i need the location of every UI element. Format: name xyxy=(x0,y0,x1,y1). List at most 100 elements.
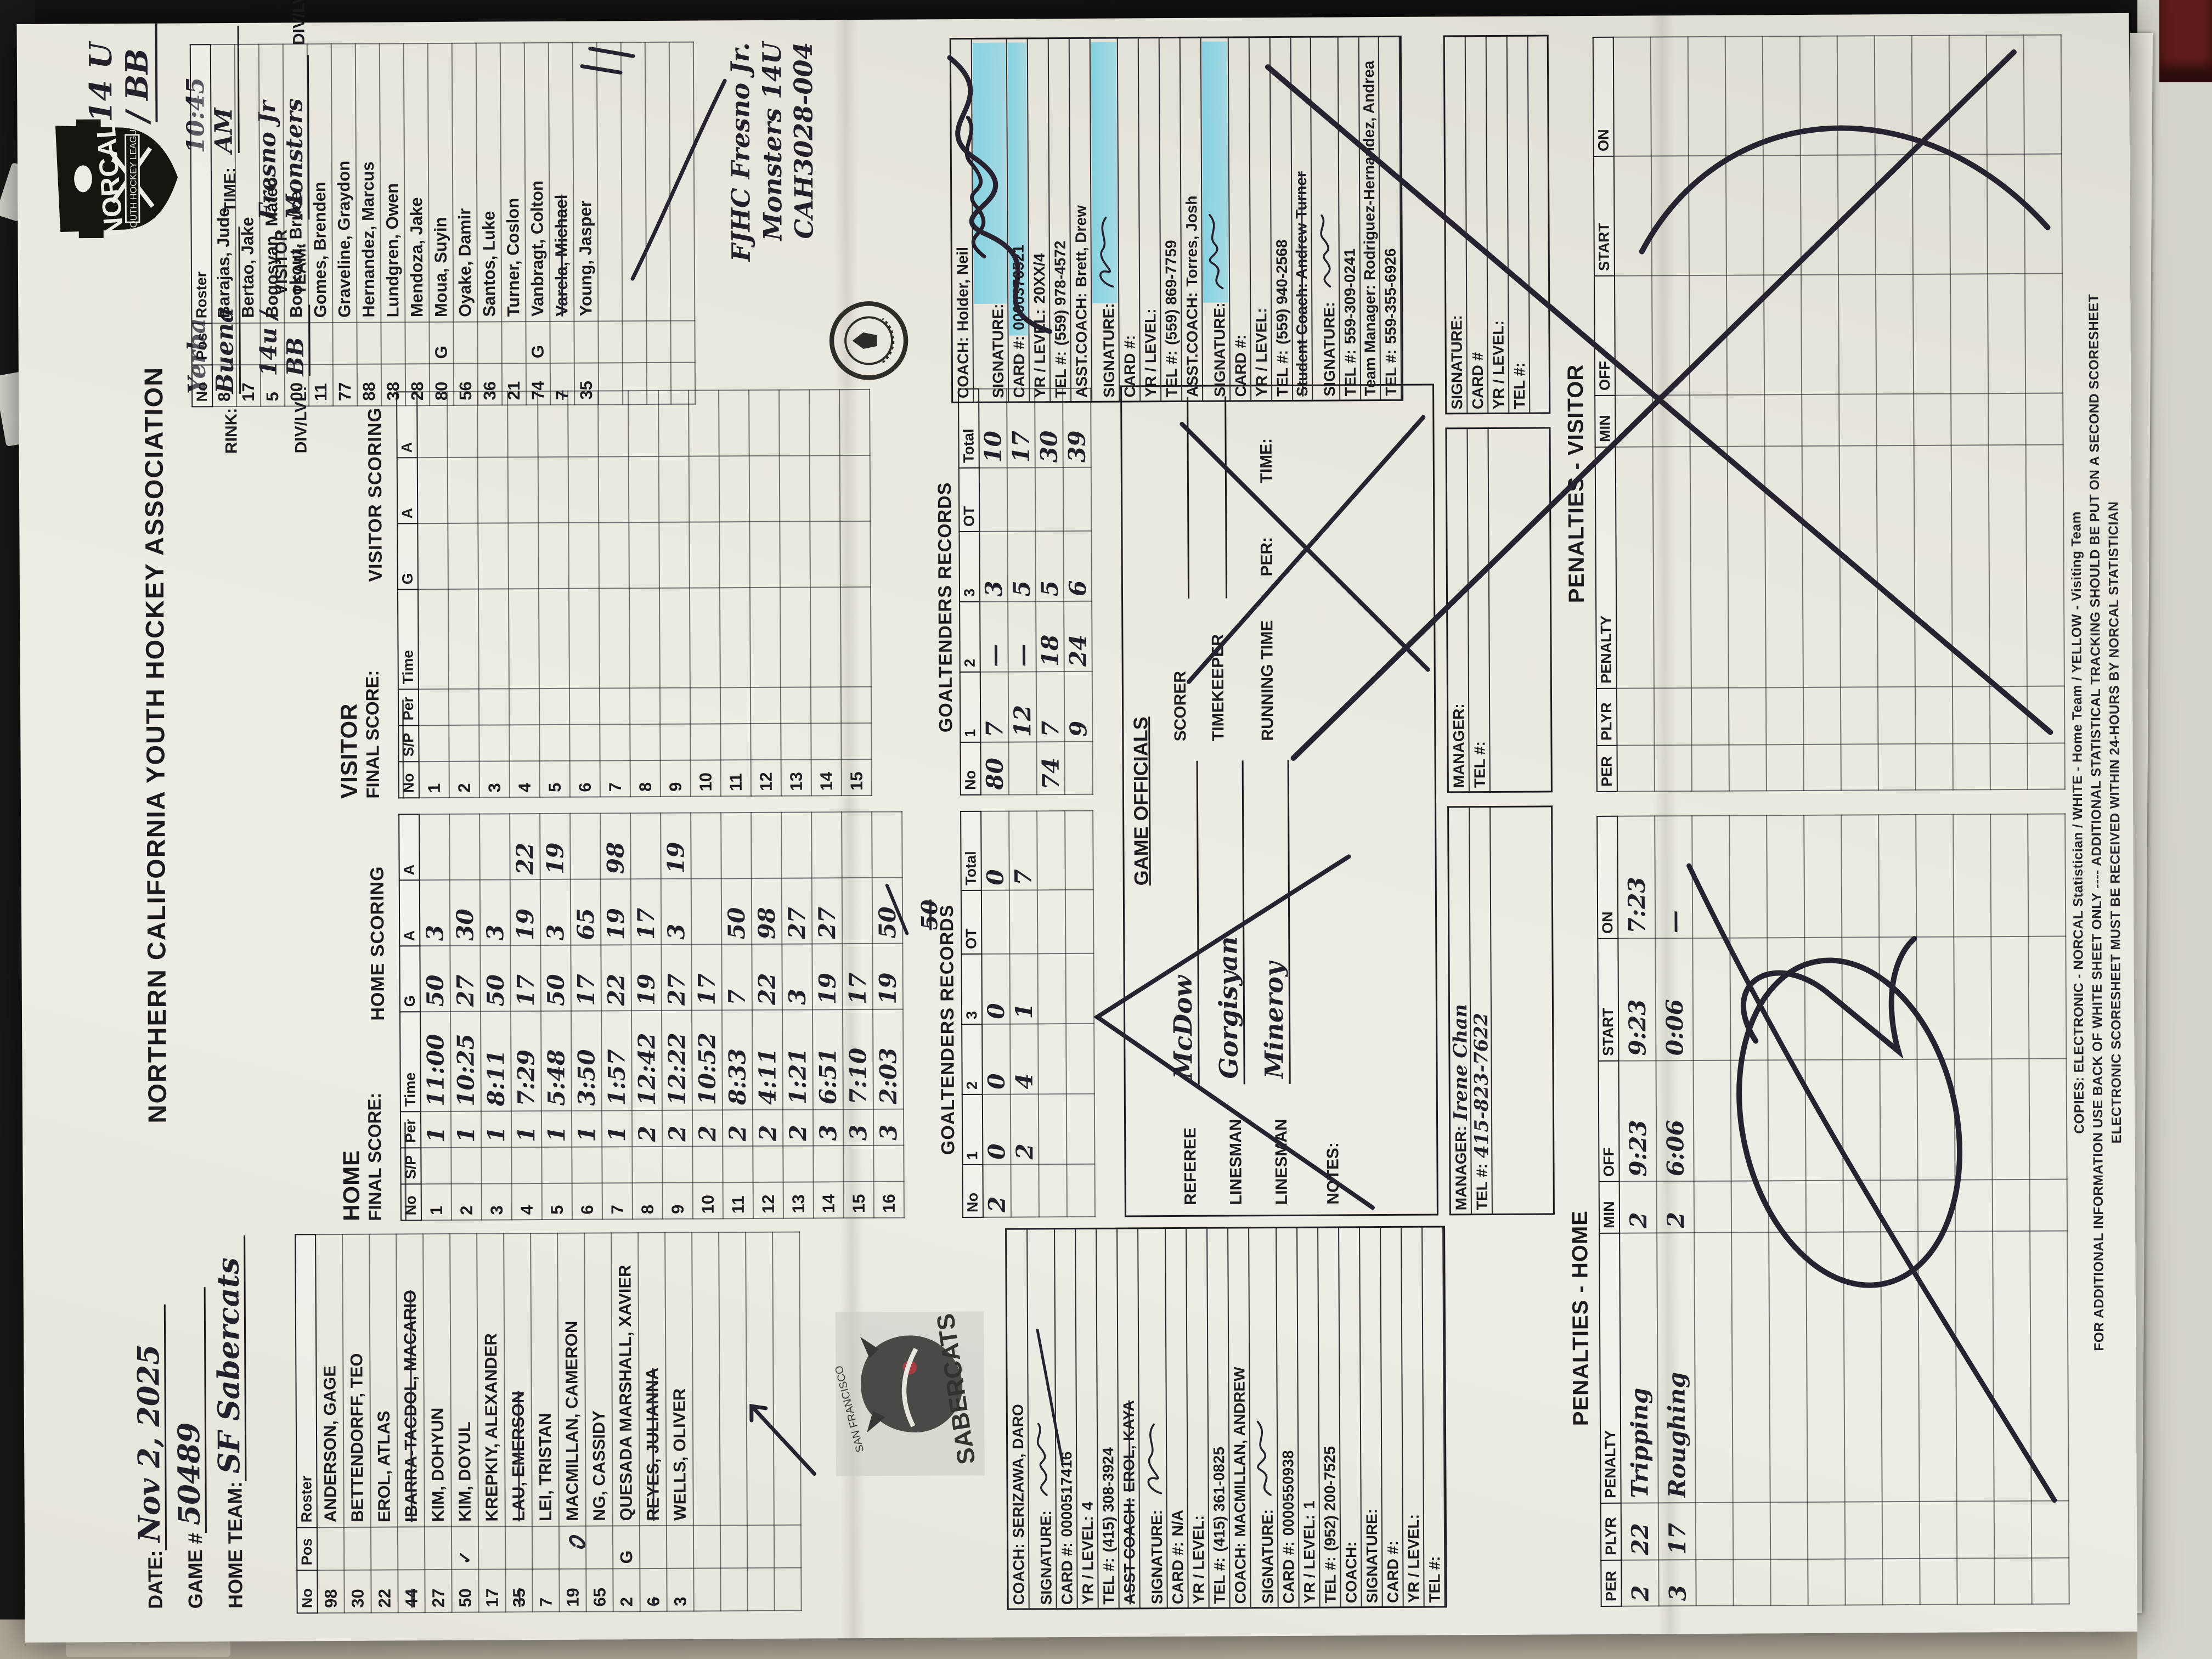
linesman-signature-2: Mineroy xyxy=(1257,760,1291,1085)
cell: 22 xyxy=(601,945,631,1011)
cell: 15 xyxy=(843,1181,874,1218)
field-row: Team Manager: Rodriguez-Hernandez, Andre… xyxy=(1359,37,1381,400)
column-header: OFF xyxy=(1598,1060,1620,1182)
cell xyxy=(1728,687,1767,745)
field-text: Brett, Drew xyxy=(1072,205,1090,287)
cell xyxy=(1692,938,1731,1061)
cell xyxy=(783,1146,814,1182)
header-row: No Pos Roster xyxy=(295,1234,318,1613)
cell: Bertao, Jake xyxy=(234,44,261,323)
field-row: TEL #: 559-309-0241 xyxy=(1338,37,1362,400)
cell: 3 xyxy=(479,879,511,946)
cell: 3 xyxy=(843,1109,874,1146)
header-row: No S/P Per Time G A A xyxy=(397,392,419,798)
column-header: START xyxy=(1593,156,1615,276)
cell xyxy=(873,1145,904,1182)
referee-row: REFEREE McDow xyxy=(1166,761,1200,1205)
field-text: 0000376521 xyxy=(1009,245,1028,331)
field-value xyxy=(1201,41,1229,303)
cell xyxy=(419,814,450,881)
cell: 17 xyxy=(691,944,722,1011)
cell xyxy=(749,521,780,588)
cell: 1:21 xyxy=(782,1009,813,1110)
field-text: 559-355-6926 xyxy=(1381,248,1400,344)
cell xyxy=(532,1526,560,1570)
cell: 5 xyxy=(539,760,570,798)
cell xyxy=(599,522,629,589)
cell: 50 xyxy=(721,878,752,945)
cell xyxy=(1875,154,1913,275)
cell xyxy=(357,322,381,364)
field-row: YR / LEVEL: xyxy=(1486,36,1510,413)
cell xyxy=(1770,1502,1808,1560)
cell: 44 xyxy=(398,1570,425,1613)
table-row xyxy=(1841,815,1883,1605)
field-row: TEL #: xyxy=(1468,429,1491,792)
cell xyxy=(1725,36,1763,156)
table-row xyxy=(1837,36,1878,791)
cell: Bogosyan, Mateo xyxy=(258,44,285,323)
cell xyxy=(1726,275,1765,395)
table-row xyxy=(596,42,623,405)
field-text: Torres, Josh xyxy=(1183,195,1201,287)
table-row: 9 2 12:22 27 3 19 xyxy=(661,812,693,1219)
cell xyxy=(1880,1180,1918,1232)
cell xyxy=(1802,445,1841,688)
cell xyxy=(1763,275,1802,395)
table: No Pos Roster 8 Barajas, Jude 17 Bertao, Jake 5… xyxy=(190,42,696,408)
field-row: YR / LEVEL: 4 xyxy=(1076,1229,1099,1608)
field-row: SIGNATURE: xyxy=(1444,37,1468,413)
cell xyxy=(842,811,872,878)
cell: 0 xyxy=(981,811,1009,890)
cell xyxy=(541,1147,572,1184)
cell: 3 xyxy=(782,944,812,1010)
cell: QUESADA MARSHALL, XAVIER xyxy=(611,1233,640,1526)
field-label: TEL #: xyxy=(1473,1163,1491,1211)
cell xyxy=(1955,1231,1994,1502)
cell xyxy=(719,522,750,588)
cell xyxy=(478,689,510,725)
cell xyxy=(1731,1232,1770,1503)
table-row: 13 xyxy=(779,390,811,796)
home-final-score-block: HOME FINAL SCORE: xyxy=(337,1023,407,1221)
signature xyxy=(1147,1423,1163,1494)
scorer-signature xyxy=(1165,396,1190,599)
field-row: SIGNATURE: xyxy=(1360,1228,1383,1607)
cell xyxy=(507,457,539,523)
cell: 19 xyxy=(661,812,691,879)
field-value xyxy=(964,42,1007,304)
cell xyxy=(1912,274,1951,394)
cell: 35 xyxy=(574,363,599,405)
cell: 17 xyxy=(630,878,662,945)
cell xyxy=(448,589,479,689)
cell: 2 xyxy=(1010,1094,1039,1165)
cell: REYES, JULIANNA xyxy=(638,1232,667,1526)
cell xyxy=(1918,1231,1957,1502)
field-row: SIGNATURE: xyxy=(1028,1229,1057,1609)
table-row: 2 G QUESADA MARSHALL, XAVIER xyxy=(611,1233,640,1612)
table-row: 6 xyxy=(568,391,600,797)
cell xyxy=(622,363,647,405)
cell: 56 xyxy=(453,363,478,405)
cell xyxy=(1038,1024,1066,1094)
column-header: No xyxy=(297,1570,318,1613)
cell xyxy=(1954,936,1992,1059)
cell: 00 xyxy=(284,364,309,407)
cell xyxy=(1914,445,1953,687)
field-value: (952) 200-7525 xyxy=(1319,1231,1339,1556)
header-row: No Pos Roster xyxy=(190,44,213,407)
cell xyxy=(660,724,691,760)
field-label: TEL #: xyxy=(1426,1556,1443,1603)
cell: G xyxy=(429,321,454,364)
field-label: COACH: xyxy=(1010,1543,1028,1605)
cell xyxy=(2024,273,2063,393)
penalties-home-table: PER PLYR PENALTY MIN OFF START ON 2 22 Tripping 2 9… xyxy=(1596,814,2070,1607)
cell xyxy=(1693,1060,1731,1182)
field-value: (559) 940-2568 xyxy=(1271,41,1291,350)
field-row: CARD #: 0000376521 xyxy=(1007,39,1030,402)
cell xyxy=(2024,154,2062,274)
cell: 27 xyxy=(661,944,692,1011)
cell: 7 xyxy=(550,363,575,405)
cell xyxy=(669,42,695,321)
cell xyxy=(332,322,357,365)
